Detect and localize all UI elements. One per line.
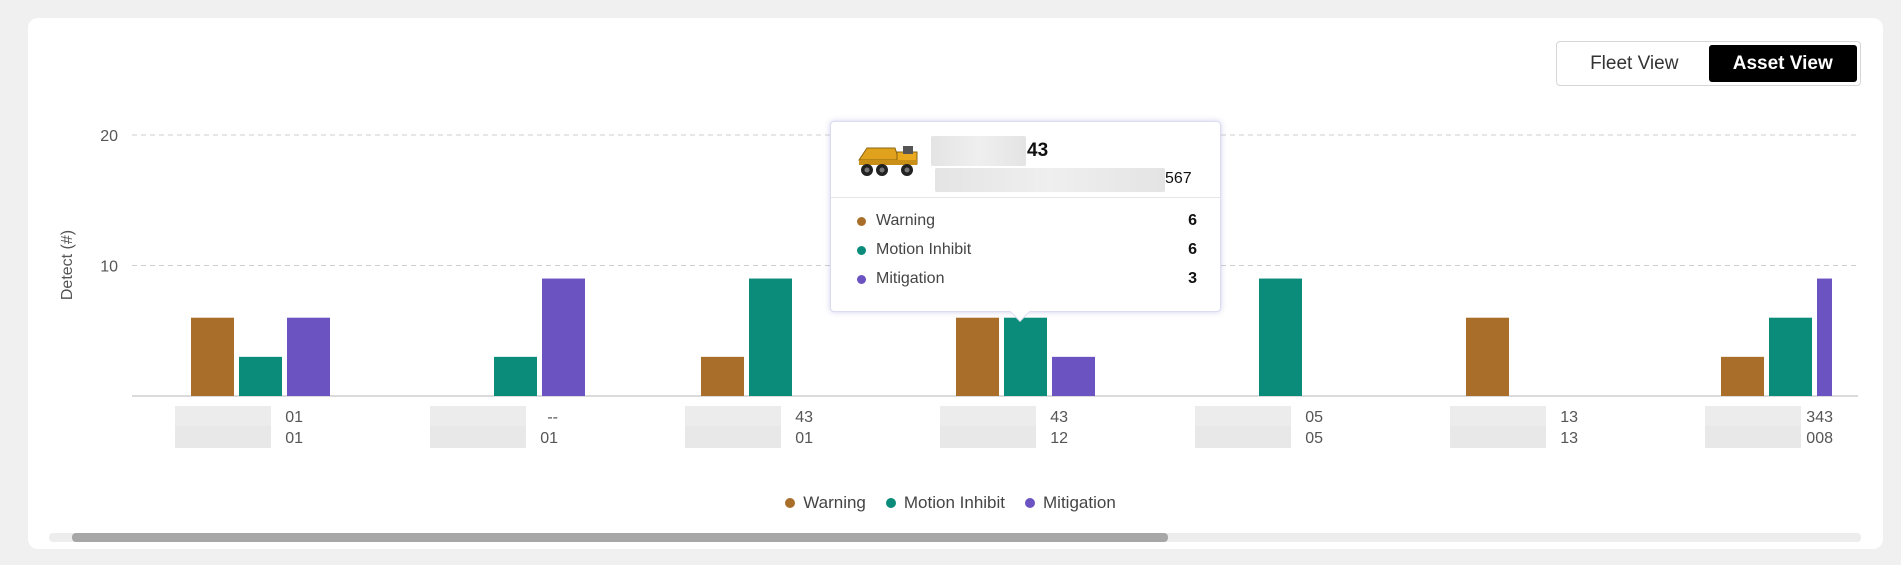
articulated-truck-icon: [858, 146, 918, 176]
x-tick-label-line2: 008: [1806, 430, 1833, 447]
tooltip-value: 3: [1188, 270, 1197, 287]
legend-item-mitigation[interactable]: Mitigation: [1025, 493, 1116, 513]
bar-mitigation[interactable]: [1052, 356, 1095, 396]
legend-item-warning[interactable]: Warning: [785, 493, 866, 513]
x-tick-label-line2: 05: [1305, 430, 1323, 447]
x-tick-label-line1: 05: [1305, 409, 1323, 426]
redacted-label-line1: [940, 406, 1036, 426]
x-tick-label-line1: 13: [1560, 409, 1578, 426]
tooltip-dot-motion-inhibit: [857, 245, 866, 255]
redacted-label-line1: [685, 406, 781, 426]
bar-warning[interactable]: [191, 317, 234, 396]
tooltip-label: Mitigation: [876, 270, 945, 287]
bar-motion-inhibit[interactable]: [494, 356, 537, 396]
x-tick-label-line1: 43: [1050, 409, 1068, 426]
legend-label-mitigation: Mitigation: [1043, 493, 1116, 512]
view-toggle[interactable]: Fleet View Asset View: [1556, 41, 1861, 86]
bar-mitigation[interactable]: [287, 317, 330, 396]
tooltip-row-motion-inhibit: Motion Inhibit 6: [857, 239, 1197, 261]
redacted-asset-serial: [935, 168, 1165, 192]
horizontal-scrollbar-thumb[interactable]: [72, 533, 1168, 542]
bar-motion-inhibit[interactable]: [239, 356, 282, 396]
redacted-label-line2: [1705, 426, 1801, 448]
tooltip-asset-name: 43: [1027, 140, 1049, 161]
redacted-label-line2: [685, 426, 781, 448]
bar-motion-inhibit[interactable]: [1004, 317, 1047, 396]
y-tick-label: 10: [100, 259, 118, 276]
bar-warning[interactable]: [701, 356, 744, 396]
redacted-label-line1: [430, 406, 526, 426]
x-tick-label-line2: 13: [1560, 430, 1578, 447]
asset-view-button[interactable]: Asset View: [1708, 45, 1857, 82]
bar-warning[interactable]: [1721, 356, 1764, 396]
fleet-view-button[interactable]: Fleet View: [1590, 52, 1679, 74]
x-tick-label-line2: 12: [1050, 430, 1068, 447]
legend-label-motion-inhibit: Motion Inhibit: [903, 493, 1006, 512]
legend-dot-mitigation: [1025, 498, 1036, 508]
tooltip-dot-warning: [857, 216, 866, 226]
tooltip-value: 6: [1188, 241, 1197, 258]
x-tick-label-line1: 343: [1806, 409, 1833, 426]
x-tick-label-line2: 01: [285, 430, 303, 447]
x-tick-label-line1: 43: [795, 409, 813, 426]
legend-dot-warning: [785, 498, 796, 508]
y-tick-label: 20: [100, 128, 118, 145]
x-tick-label-line1: 01: [285, 409, 303, 426]
redacted-label-line2: [1450, 426, 1546, 448]
bar-warning[interactable]: [956, 317, 999, 396]
redacted-label-line1: [1450, 406, 1546, 426]
bars-group: [191, 278, 1860, 396]
legend-dot-motion-inhibit: [885, 498, 896, 508]
legend-item-motion-inhibit[interactable]: Motion Inhibit: [885, 493, 1006, 513]
redacted-label-line2: [430, 426, 526, 448]
tooltip-row-mitigation: Mitigation 3: [857, 268, 1197, 290]
x-tick-label-line2: 01: [540, 430, 558, 447]
bar-mitigation[interactable]: [542, 278, 585, 396]
x-tick-label-line1: --: [547, 409, 558, 426]
tooltip-value: 6: [1188, 212, 1197, 229]
chart-legend: Warning Motion Inhibit Mitigation: [0, 493, 1901, 513]
bar-mitigation[interactable]: [1817, 278, 1860, 396]
redacted-label-line2: [1195, 426, 1291, 448]
bar-tooltip: 43 567 Warning 6 Motion Inhibit 6 Mitiga…: [830, 121, 1221, 322]
tooltip-dot-mitigation: [857, 274, 866, 284]
redacted-label-line1: [1195, 406, 1291, 426]
redacted-label-line1: [1705, 406, 1801, 426]
legend-label-warning: Warning: [803, 493, 866, 512]
redacted-asset-name: [931, 136, 1026, 166]
bar-motion-inhibit[interactable]: [1769, 317, 1812, 396]
x-tick-label-line2: 01: [795, 430, 813, 447]
tooltip-row-warning: Warning 6: [857, 210, 1197, 232]
redacted-label-line2: [175, 426, 271, 448]
tooltip-label: Warning: [876, 212, 935, 229]
tooltip-asset-serial: 567: [1165, 170, 1192, 187]
redacted-label-line2: [940, 426, 1036, 448]
bar-motion-inhibit[interactable]: [1259, 278, 1302, 396]
bar-motion-inhibit[interactable]: [749, 278, 792, 396]
redacted-label-line1: [175, 406, 271, 426]
bar-warning[interactable]: [1466, 317, 1509, 396]
y-axis-title: Detect (#): [59, 230, 76, 300]
tooltip-header: 43 567: [831, 122, 1220, 198]
tooltip-label: Motion Inhibit: [876, 241, 972, 258]
